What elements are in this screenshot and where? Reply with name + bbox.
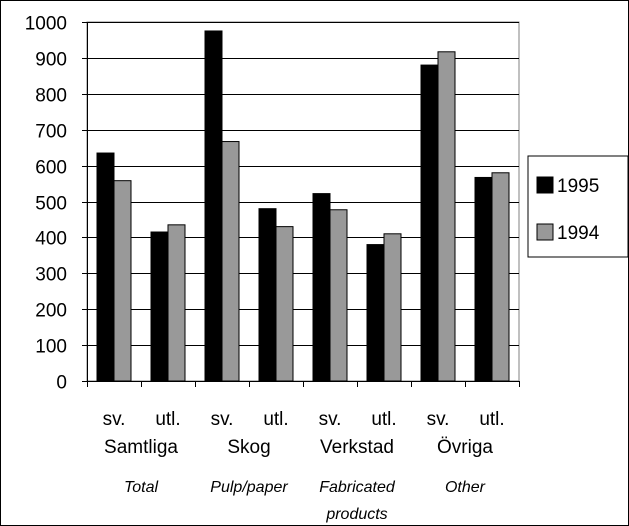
- group-label: Verkstad: [320, 437, 394, 458]
- bar-1994-2: [221, 141, 240, 382]
- category-label: sv.: [211, 409, 234, 430]
- group-english-label: Total: [124, 479, 159, 496]
- bar-1995-4: [312, 193, 331, 382]
- bars: [96, 30, 510, 382]
- legend: 1995 1994: [527, 155, 628, 258]
- category-label: sv.: [427, 409, 450, 430]
- category-label: utl.: [263, 409, 288, 430]
- bar-1994-4: [329, 209, 348, 382]
- group-english-label: Other: [445, 479, 486, 496]
- legend-label: 1994: [557, 223, 600, 244]
- category-label: sv.: [319, 409, 342, 430]
- y-tick-labels: 0 100 200 300 400 500 600 700 800 900 1000: [25, 14, 67, 394]
- category-label: utl.: [479, 409, 504, 430]
- y-tick-label: 100: [35, 337, 67, 358]
- y-tick-label: 1000: [25, 14, 67, 35]
- category-label: utl.: [155, 409, 180, 430]
- bar-1995-3: [258, 208, 277, 382]
- bar-1994-5: [383, 233, 402, 382]
- bar-1995-7: [474, 176, 493, 382]
- y-tick-label: 300: [35, 265, 67, 286]
- x-labels: sv. utl. sv. utl. sv. utl. sv. utl. Samtliga Tota…: [103, 409, 505, 523]
- y-tick-label: 700: [35, 122, 67, 143]
- y-tick-label: 200: [35, 301, 67, 322]
- axes: [82, 22, 520, 387]
- bar-1995-0: [96, 152, 115, 382]
- category-label: utl.: [371, 409, 396, 430]
- group-english-label: products: [325, 506, 387, 523]
- legend-swatch-1995: [536, 176, 554, 194]
- legend-box: [527, 155, 628, 258]
- bar-1995-1: [150, 231, 169, 382]
- y-tick-label: 600: [35, 158, 67, 179]
- bar-1994-6: [437, 51, 456, 382]
- y-tick-label: 800: [35, 86, 67, 107]
- bar-1995-5: [366, 244, 385, 382]
- legend-label: 1995: [557, 176, 599, 197]
- bar-1995-2: [204, 30, 223, 382]
- group-label: Övriga: [437, 437, 493, 458]
- y-tick-label: 400: [35, 229, 67, 250]
- y-tick-label: 0: [56, 373, 67, 394]
- bar-1994-7: [491, 172, 510, 382]
- group-label: Skog: [227, 437, 270, 458]
- y-tick-label: 900: [35, 50, 67, 71]
- bar-1994-1: [167, 224, 186, 382]
- y-tick-label: 500: [35, 194, 67, 215]
- category-label: sv.: [103, 409, 126, 430]
- bar-1995-6: [420, 64, 439, 382]
- bar-1994-0: [113, 180, 132, 382]
- group-english-label: Pulp/paper: [210, 479, 288, 496]
- group-english-label: Fabricated: [319, 479, 396, 496]
- bar-1994-3: [275, 226, 294, 382]
- legend-swatch-1994: [536, 223, 554, 241]
- group-label: Samtliga: [104, 437, 178, 458]
